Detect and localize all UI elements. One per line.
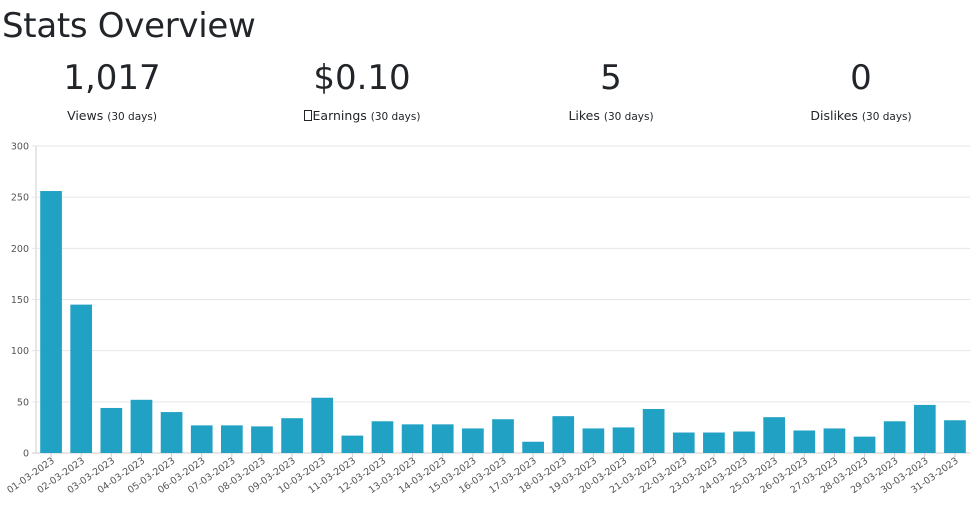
stat-dislikes-value: 0 xyxy=(850,58,872,98)
bar xyxy=(311,397,334,453)
stat-earnings-label: Earnings xyxy=(312,108,367,123)
bar xyxy=(431,424,454,453)
bar xyxy=(672,432,695,453)
bar xyxy=(944,420,966,453)
stat-earnings-value: $0.10 xyxy=(313,58,411,98)
stat-dislikes-label: Dislikes xyxy=(810,108,858,123)
bar xyxy=(190,425,213,453)
stat-likes-label-row: Likes (30 days) xyxy=(491,108,731,125)
bar xyxy=(492,419,514,453)
stat-views-label: Views xyxy=(67,108,104,123)
stat-views-value: 1,017 xyxy=(63,58,161,98)
stat-likes-label: Likes xyxy=(568,108,600,123)
y-tick-label: 200 xyxy=(11,244,29,255)
bar xyxy=(733,431,755,453)
y-tick-label: 100 xyxy=(11,346,29,357)
bar xyxy=(220,425,243,453)
bar xyxy=(40,191,62,453)
bar xyxy=(913,404,936,453)
stat-views-period: (30 days) xyxy=(107,111,157,123)
bar xyxy=(552,416,575,453)
stat-dislikes: 0 Dislikes (30 days) xyxy=(741,56,978,125)
page-title: Stats Overview xyxy=(2,6,256,46)
stat-likes: 5 Likes (30 days) xyxy=(491,56,731,125)
y-tick-label: 250 xyxy=(11,193,29,204)
stat-dislikes-label-row: Dislikes (30 days) xyxy=(741,108,978,125)
stat-likes-period: (30 days) xyxy=(603,111,654,123)
bar xyxy=(281,418,303,453)
bar xyxy=(642,408,665,453)
stat-likes-value: 5 xyxy=(600,58,622,98)
bar xyxy=(251,426,273,453)
bar xyxy=(522,441,544,453)
bar xyxy=(793,430,816,453)
y-tick-label: 300 xyxy=(11,142,29,153)
bar xyxy=(763,417,786,453)
stat-earnings: $0.10 Earnings (30 days) xyxy=(242,56,482,125)
bar xyxy=(582,428,605,453)
bar xyxy=(160,412,183,453)
bar xyxy=(401,424,424,453)
stat-earnings-period: (30 days) xyxy=(370,111,421,123)
bar xyxy=(612,427,635,453)
stats-summary: 1,017 Views (30 days) $0.10 Earnings (30… xyxy=(0,56,978,128)
bar xyxy=(853,436,876,453)
views-bar-chart: 0 50 100 150 200 250 300 01-03-202302-03-20230… xyxy=(5,142,970,496)
bar xyxy=(371,421,394,453)
bar xyxy=(341,435,364,453)
bar xyxy=(100,407,123,453)
y-axis-ticks: 0 50 100 150 200 250 300 xyxy=(11,142,29,460)
x-axis-ticks: 01-03-202302-03-202303-03-202304-03-2023… xyxy=(5,455,960,496)
bar xyxy=(70,304,93,453)
y-tick-label: 0 xyxy=(23,449,29,460)
y-tick-label: 50 xyxy=(17,397,29,408)
stat-views: 1,017 Views (30 days) xyxy=(0,56,232,125)
bar xyxy=(703,432,725,453)
stat-views-label-row: Views (30 days) xyxy=(0,108,232,125)
stat-earnings-label-row: Earnings (30 days) xyxy=(242,108,482,125)
earnings-icon xyxy=(303,110,312,121)
chart-bars xyxy=(40,191,966,457)
y-tick-label: 150 xyxy=(11,295,29,306)
bar xyxy=(130,399,153,453)
bar xyxy=(462,428,484,453)
bar xyxy=(823,428,846,453)
stat-dislikes-period: (30 days) xyxy=(861,111,912,123)
chart-gridlines xyxy=(32,145,970,454)
bar xyxy=(883,421,906,453)
